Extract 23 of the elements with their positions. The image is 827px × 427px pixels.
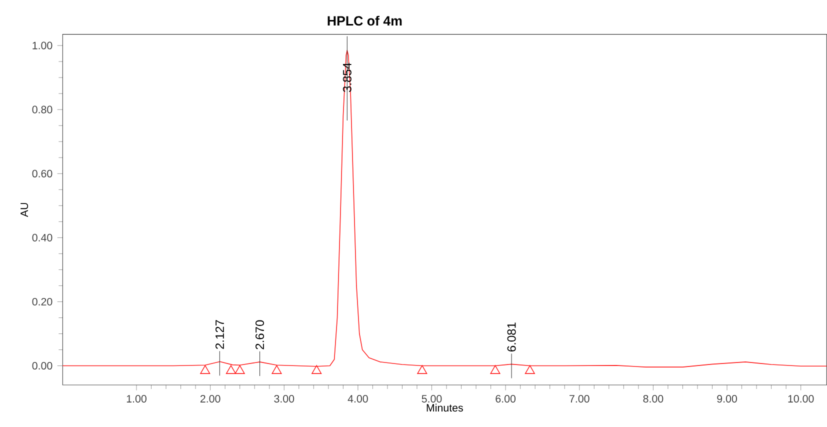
annotation: 3.854 [342,62,352,92]
x-tick-label: 4.00 [348,395,368,403]
y-tick-label: 0.60 [32,170,52,178]
annotation: 2.127 [215,320,224,349]
y-tick-label: 0.00 [32,362,52,370]
annotation: 6.081 [507,322,516,352]
y-tick-label: 0.20 [32,298,52,306]
y-tick-label: 0.80 [32,106,52,114]
x-tick-label: 6.00 [496,395,516,403]
x-tick-label: 1.00 [126,395,146,403]
x-tick-label: 2.00 [200,395,220,403]
x-tick-label: 3.00 [274,395,294,403]
x-tick-label: 10.00 [788,395,814,403]
x-tick-label: 7.00 [570,395,590,403]
x-axis-title: Minutes [426,404,463,412]
x-tick-label: 8.00 [643,395,664,403]
y-tick-label: 0.40 [32,234,52,242]
x-tick-label: 9.00 [717,395,737,403]
y-axis-title: AU [20,203,28,218]
x-tick-label: 5.00 [422,395,442,403]
y-tick-label: 1.00 [32,42,52,50]
chart-title: HPLC of 4m [328,16,402,26]
annotation: 2.670 [256,320,264,350]
